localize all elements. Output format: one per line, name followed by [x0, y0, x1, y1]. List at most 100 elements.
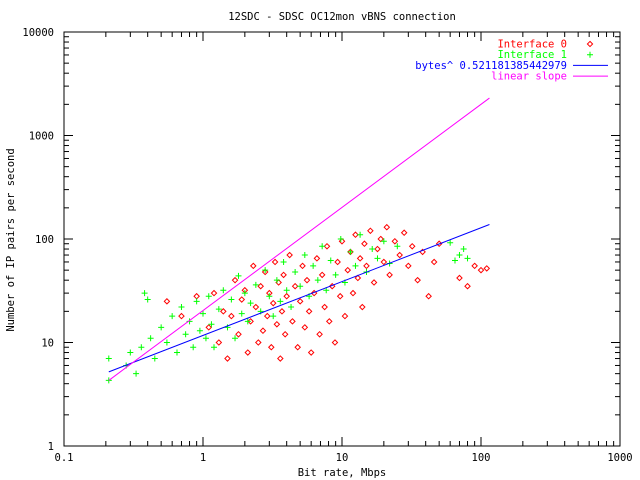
- interface-1-point: [252, 281, 259, 288]
- y-tick-label: 100: [35, 234, 54, 246]
- interface-0-point: [294, 343, 302, 351]
- x-axis-label: Bit rate, Mbps: [298, 467, 387, 479]
- interface-0-point: [336, 292, 344, 300]
- interface-0-point: [386, 271, 393, 279]
- interface-0-point: [263, 312, 271, 320]
- interface-0-point: [244, 349, 252, 356]
- interface-1-point: [235, 272, 242, 279]
- interface-1-point: [273, 277, 280, 284]
- interface-0-point: [163, 298, 171, 305]
- interface-0-point: [289, 318, 296, 325]
- interface-1-point: [220, 287, 227, 294]
- interface-1-point: [352, 262, 359, 269]
- interface-0-point: [313, 255, 321, 262]
- interface-0-point: [238, 296, 246, 303]
- interface-1-point: [200, 310, 206, 317]
- interface-0-point: [286, 251, 293, 259]
- interface-1-point: [169, 313, 176, 320]
- interface-1-point: [247, 300, 254, 307]
- interface-1-point: [133, 370, 140, 377]
- interface-0-point: [269, 299, 277, 307]
- interface-1-point: [238, 310, 245, 317]
- interface-0-point: [205, 324, 213, 331]
- interface-0-point: [296, 298, 304, 305]
- interface-0-point: [280, 271, 287, 279]
- interface-1-point: [105, 377, 112, 384]
- interface-0-point: [271, 258, 279, 266]
- chart-title: 12SDC - SDSC OC12mon vBNS connection: [228, 11, 456, 23]
- interface-0-point: [259, 327, 267, 335]
- legend-marker: [586, 40, 594, 48]
- interface-0-point: [359, 303, 366, 311]
- interface-0-point: [257, 282, 264, 290]
- interface-0-point: [321, 303, 328, 311]
- interface-1-point: [158, 324, 165, 331]
- interface-1-point: [151, 355, 158, 362]
- interface-0-point: [305, 308, 313, 315]
- interface-1-point: [178, 304, 185, 311]
- x-tick-label: 0.1: [55, 452, 74, 464]
- interface-1-point: [301, 252, 308, 259]
- interface-1-point: [196, 327, 203, 334]
- interface-0-point: [354, 274, 362, 282]
- interface-1-point: [138, 344, 145, 351]
- interface-0-point: [334, 258, 341, 266]
- interface-1-point: [127, 349, 134, 356]
- interface-1-point: [232, 335, 239, 342]
- interface-1-point: [141, 290, 148, 297]
- interface-0-point: [352, 231, 359, 239]
- interface-1-point: [451, 257, 458, 264]
- legend-label: Interface 1: [497, 49, 567, 61]
- interface-0-point: [299, 262, 306, 270]
- interface-1-point: [292, 268, 299, 275]
- interface-0-point: [291, 282, 299, 290]
- interface-0-point: [325, 318, 333, 325]
- interface-0-point: [341, 312, 349, 320]
- interface-0-point: [235, 330, 242, 338]
- interface-0-point: [247, 318, 254, 325]
- interface-0-point: [228, 312, 235, 320]
- interface-0-point: [303, 276, 311, 284]
- interface-0-point: [349, 289, 357, 297]
- interface-0-point: [471, 262, 478, 270]
- interface-1-point: [310, 262, 317, 269]
- interface-0-point: [283, 292, 290, 300]
- interface-0-point: [414, 276, 421, 284]
- interface-0-point: [301, 324, 309, 331]
- legend-label: bytes^ 0.521181385442979: [415, 60, 567, 72]
- interface-1-point: [190, 344, 197, 351]
- x-tick-label: 1000: [607, 452, 632, 464]
- interface-0-point: [380, 258, 388, 266]
- interface-0-point: [278, 308, 286, 315]
- interface-1-point: [374, 255, 381, 262]
- interface-0-point: [483, 265, 491, 272]
- interface-0-point: [215, 339, 223, 346]
- interface-1-point: [244, 318, 251, 325]
- interface-0-point: [377, 235, 385, 243]
- interface-0-point: [231, 276, 239, 284]
- interface-0-point: [405, 262, 412, 270]
- y-tick-label: 1000: [29, 131, 54, 143]
- interface-1-point: [369, 246, 376, 253]
- interface-1-point: [193, 298, 200, 305]
- interface-1-point: [380, 238, 387, 245]
- interface-1-point: [314, 277, 321, 284]
- interface-1-point: [224, 324, 231, 331]
- interface-0-point: [210, 289, 218, 297]
- interface-0-point: [224, 355, 231, 362]
- interface-1-point: [241, 290, 248, 297]
- interface-0-point: [456, 274, 463, 282]
- interface-1-point: [144, 296, 151, 303]
- interface-0-point: [316, 330, 323, 338]
- interface-1-point: [186, 318, 193, 325]
- interface-0-point: [356, 255, 364, 262]
- interface-1-point: [277, 298, 284, 305]
- interface-1-point: [270, 313, 277, 320]
- interface-0-point: [178, 312, 185, 320]
- interface-0-point: [281, 330, 289, 338]
- interface-1-point: [394, 243, 401, 250]
- y-tick-label: 10000: [22, 27, 54, 39]
